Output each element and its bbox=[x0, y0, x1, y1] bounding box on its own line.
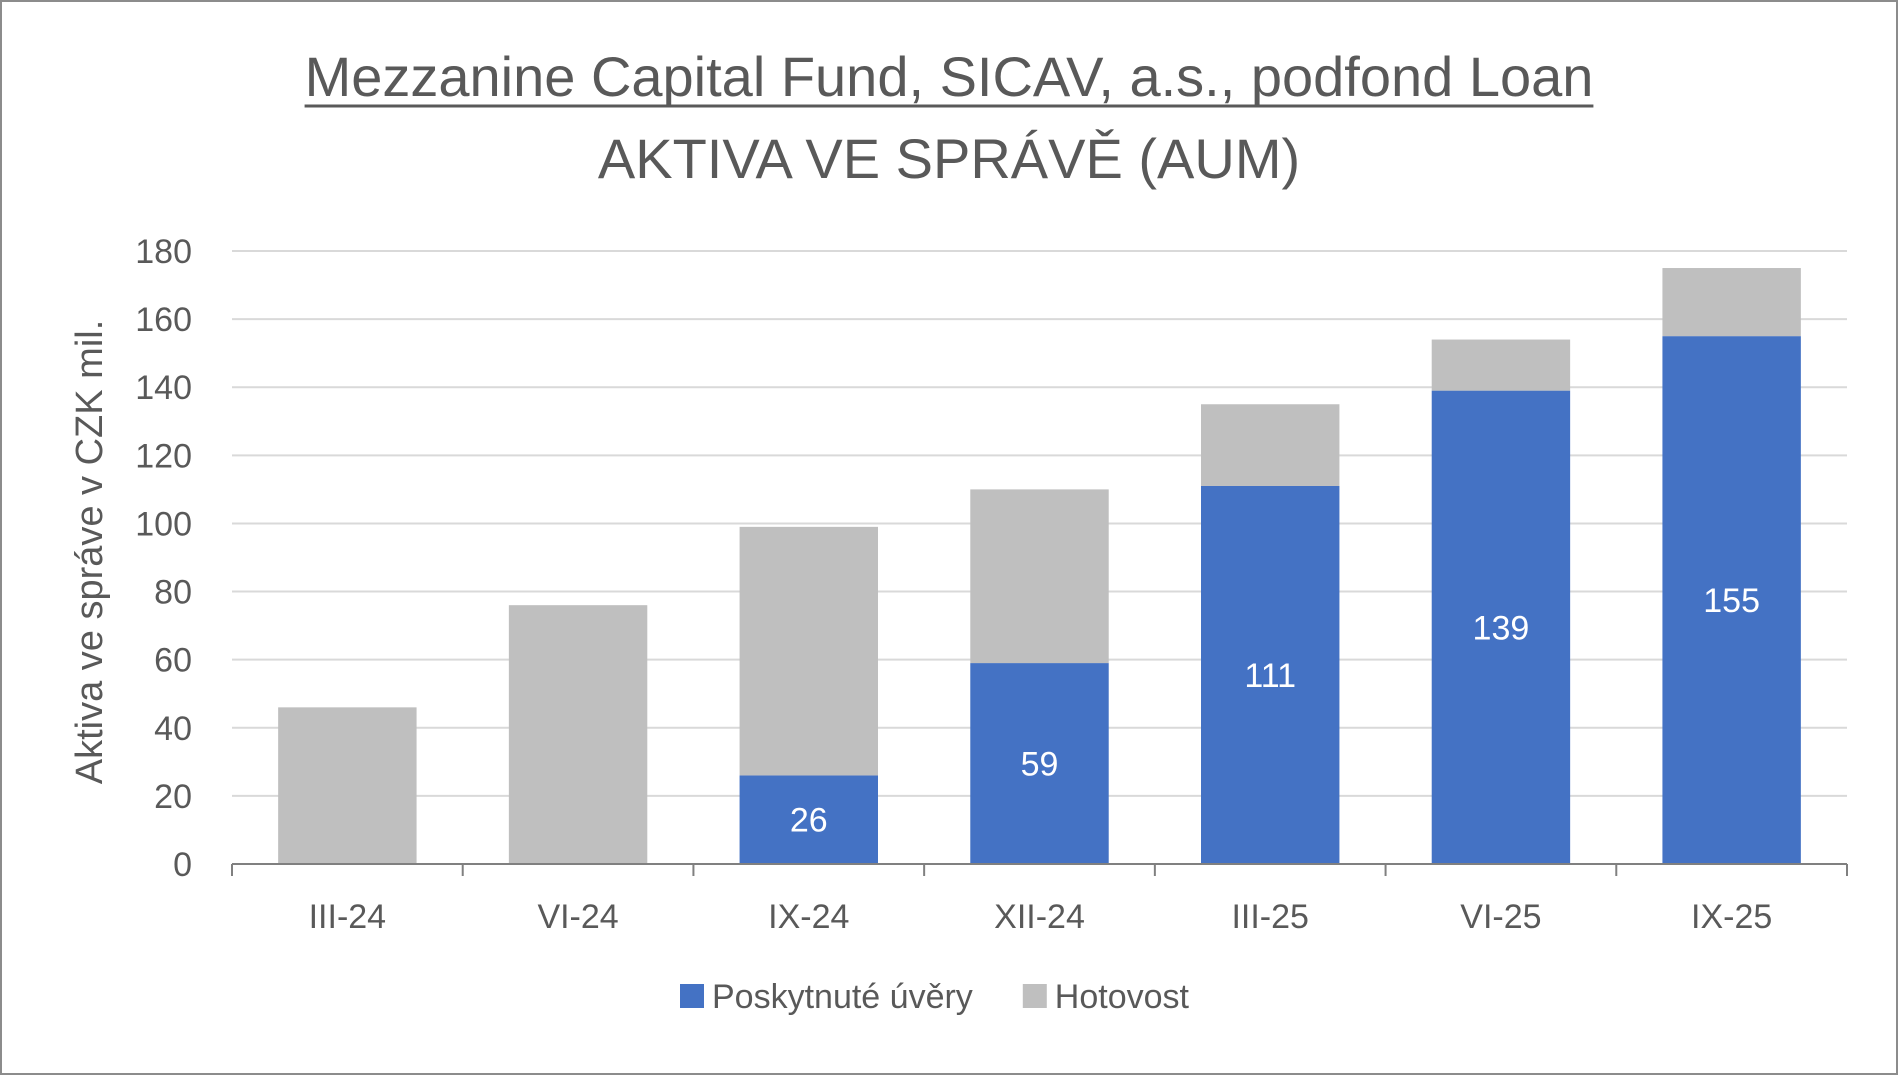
y-tick-label: 40 bbox=[154, 710, 192, 748]
y-tick-label: 120 bbox=[135, 437, 192, 475]
bar-loans-III-25 bbox=[1201, 485, 1340, 864]
y-tick-label: 140 bbox=[135, 369, 192, 407]
x-tick-label: III-25 bbox=[1231, 898, 1308, 936]
data-label: 155 bbox=[1703, 582, 1760, 620]
data-label: 26 bbox=[790, 802, 828, 840]
x-tick-label: III-24 bbox=[309, 898, 386, 936]
bar-cash-III-24 bbox=[278, 707, 417, 864]
y-axis-ticks: 0 20 40 60 80 100 120 140 160 180 bbox=[135, 233, 192, 884]
y-tick-label: 20 bbox=[154, 778, 192, 816]
legend-swatch-loans bbox=[680, 984, 704, 1008]
y-tick-label: 80 bbox=[154, 574, 192, 612]
chart-title: Mezzanine Capital Fund, SICAV, a.s., pod… bbox=[305, 45, 1594, 108]
data-label: 111 bbox=[1244, 657, 1296, 695]
data-label: 59 bbox=[1021, 746, 1059, 784]
legend-swatch-cash bbox=[1022, 984, 1047, 1008]
data-label: 139 bbox=[1473, 609, 1530, 647]
bar-cash-III-25 bbox=[1201, 404, 1340, 486]
legend-label-cash: Hotovost bbox=[1055, 978, 1190, 1016]
y-tick-label: 0 bbox=[173, 846, 192, 884]
y-axis-label: Aktiva ve správe v CZK mil. bbox=[69, 320, 111, 785]
y-tick-label: 100 bbox=[135, 505, 192, 543]
bar-loans-XII-24 bbox=[970, 663, 1109, 864]
bar-loans-VI-25 bbox=[1431, 390, 1571, 864]
chart-subtitle: AKTIVA VE SPRÁVĚ (AUM) bbox=[598, 127, 1300, 190]
bar-cash-VI-24 bbox=[508, 605, 648, 864]
bar-cash-VI-25 bbox=[1431, 339, 1571, 391]
bars: 26 59 111 139 155 bbox=[278, 268, 1801, 864]
bar-loans-IX-24 bbox=[739, 775, 878, 864]
x-axis: III-24 VI-24 IX-24 XII-24 III-25 VI-25 IX-25 bbox=[231, 863, 1848, 936]
bar-cash-IX-24 bbox=[739, 526, 878, 776]
y-tick-label: 180 bbox=[135, 233, 192, 271]
legend-label-loans: Poskytnuté úvěry bbox=[712, 978, 973, 1016]
y-tick-label: 160 bbox=[135, 301, 192, 339]
bar-cash-XII-24 bbox=[970, 489, 1109, 664]
x-tick-label: XII-24 bbox=[994, 898, 1085, 936]
x-tick-label: IX-25 bbox=[1691, 898, 1772, 936]
bar-loans-IX-25 bbox=[1662, 336, 1801, 864]
y-tick-label: 60 bbox=[154, 642, 192, 680]
legend: Poskytnuté úvěry Hotovost bbox=[680, 978, 1190, 1016]
bar-cash-IX-25 bbox=[1662, 268, 1801, 337]
x-tick-label: VI-24 bbox=[537, 898, 618, 936]
x-tick-label: IX-24 bbox=[768, 898, 849, 936]
x-tick-label: VI-25 bbox=[1460, 898, 1541, 936]
